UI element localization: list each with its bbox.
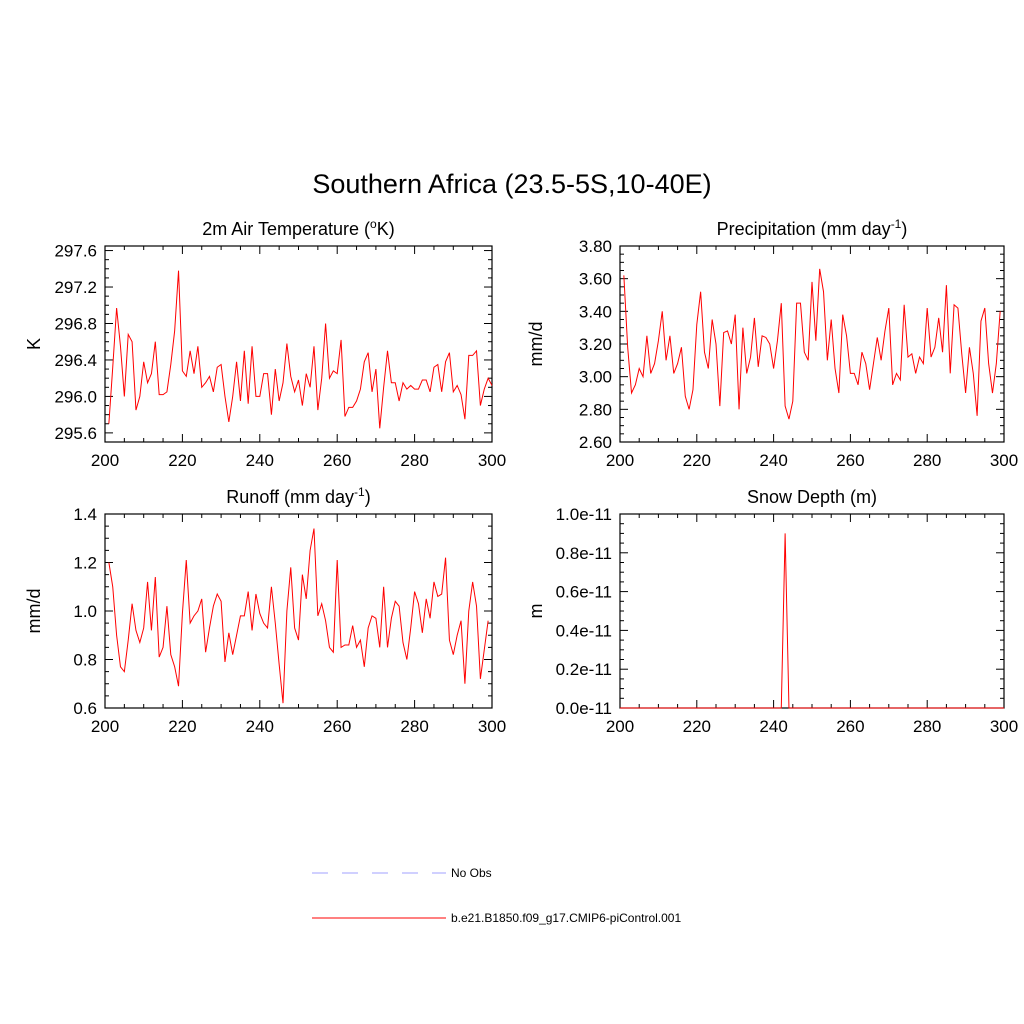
precipitation-series-line	[623, 268, 1001, 420]
precipitation-xtick-label: 200	[606, 451, 634, 470]
runoff-title: Runoff (mm day-1)	[226, 485, 370, 507]
snow-depth-ytick-label: 0.8e-11	[556, 544, 612, 563]
air-temperature-title-tail: K)	[377, 219, 395, 239]
runoff-ytick-label: 0.6	[73, 699, 97, 718]
air-temperature-title: 2m Air Temperature (oK)	[202, 217, 394, 239]
figure-title: Southern Africa (23.5-5S,10-40E)	[312, 169, 711, 199]
runoff-ytick-label: 1.2	[73, 554, 97, 573]
panel-air-temperature: 2m Air Temperature (oK) 200 220 240 260 280 30…	[24, 217, 506, 470]
air-temperature-xtick-label: 280	[400, 451, 428, 470]
precipitation-ytick-label: 3.80	[579, 237, 612, 256]
air-temperature-series-line	[108, 270, 493, 429]
snow-depth-ytick-label: 0.6e-11	[556, 583, 612, 602]
snow-depth-ytick-label: 1.0e-11	[556, 505, 612, 524]
snow-depth-xtick-label: 200	[606, 717, 634, 736]
precipitation-ytick-label: 3.40	[579, 302, 612, 321]
air-temperature-ytick-label: 296.4	[54, 351, 97, 370]
runoff-xtick-label: 240	[246, 717, 274, 736]
air-temperature-ytick-label: 296.8	[54, 314, 97, 333]
air-temperature-title-text: 2m Air Temperature (	[202, 219, 370, 239]
runoff-xtick-label: 220	[168, 717, 196, 736]
runoff-ytick-label: 1.0	[73, 602, 97, 621]
precipitation-xtick-label: 280	[913, 451, 941, 470]
precipitation-ytick-label: 2.60	[579, 433, 612, 452]
snow-depth-xtick-label: 300	[990, 717, 1018, 736]
precipitation-xtick-label: 260	[836, 451, 864, 470]
precipitation-ytick-label: 3.20	[579, 335, 612, 354]
precipitation-title-text: Precipitation (mm day	[717, 219, 891, 239]
snow-depth-series-line	[620, 533, 1004, 709]
air-temperature-xtick-label: 240	[246, 451, 274, 470]
air-temperature-xtick-label: 220	[168, 451, 196, 470]
runoff-ylabel: mm/d	[24, 589, 44, 634]
runoff-series-line	[108, 528, 489, 704]
legend-label-no-obs: No Obs	[451, 866, 492, 880]
precipitation-xtick-label: 300	[990, 451, 1018, 470]
snow-depth-ytick-label: 0.4e-11	[556, 621, 612, 640]
snow-depth-ylabel: m	[526, 604, 546, 619]
precipitation-xtick-label: 240	[759, 451, 787, 470]
legend-label-model: b.e21.B1850.f09_g17.CMIP6-piControl.001	[451, 911, 681, 925]
panel-runoff: Runoff (mm day-1) 200 220 240 260 280 300 0.6 0.…	[24, 485, 506, 736]
precipitation-title: Precipitation (mm day-1)	[717, 217, 908, 239]
runoff-title-tail: )	[365, 487, 371, 507]
snow-depth-xtick-label: 260	[836, 717, 864, 736]
panel-snow-depth: Snow Depth (m) 200 220 240 260 280 300 0.0e-11 0…	[526, 487, 1018, 736]
precipitation-ytick-label: 2.80	[579, 400, 612, 419]
runoff-xtick-label: 300	[478, 717, 506, 736]
precipitation-ylabel: mm/d	[526, 322, 546, 367]
legend: No Obs b.e21.B1850.f09_g17.CMIP6-piContr…	[312, 866, 681, 925]
runoff-ytick-label: 0.8	[73, 651, 97, 670]
snow-depth-ytick-label: 0.2e-11	[556, 660, 612, 679]
precipitation-xtick-label: 220	[683, 451, 711, 470]
snow-depth-xtick-label: 280	[913, 717, 941, 736]
precipitation-title-tail: )	[901, 219, 907, 239]
precipitation-ytick-label: 3.00	[579, 368, 612, 387]
runoff-xtick-label: 200	[91, 717, 119, 736]
runoff-xtick-label: 260	[323, 717, 351, 736]
panel-precipitation: Precipitation (mm day-1) 200 220 240 260 280 3…	[526, 217, 1018, 470]
air-temperature-xtick-label: 300	[478, 451, 506, 470]
air-temperature-xtick-label: 200	[91, 451, 119, 470]
snow-depth-ytick-label: 0.0e-11	[556, 699, 612, 718]
snow-depth-xtick-label: 220	[683, 717, 711, 736]
air-temperature-ytick-label: 297.2	[54, 278, 97, 297]
runoff-title-superscript: -1	[354, 485, 365, 499]
air-temperature-ytick-label: 297.6	[54, 242, 97, 261]
runoff-xtick-label: 280	[400, 717, 428, 736]
air-temperature-title-superscript: o	[370, 217, 377, 231]
runoff-ytick-label: 1.4	[73, 505, 97, 524]
air-temperature-ytick-label: 296.0	[54, 387, 97, 406]
runoff-title-text: Runoff (mm day	[226, 487, 354, 507]
snow-depth-xtick-label: 240	[759, 717, 787, 736]
air-temperature-xtick-label: 260	[323, 451, 351, 470]
air-temperature-ylabel: K	[24, 338, 44, 350]
snow-depth-title-text: Snow Depth (m)	[747, 487, 877, 507]
air-temperature-ytick-label: 295.6	[54, 424, 97, 443]
precipitation-title-superscript: -1	[891, 217, 902, 231]
precipitation-ytick-label: 3.60	[579, 270, 612, 289]
snow-depth-title: Snow Depth (m)	[747, 487, 877, 507]
